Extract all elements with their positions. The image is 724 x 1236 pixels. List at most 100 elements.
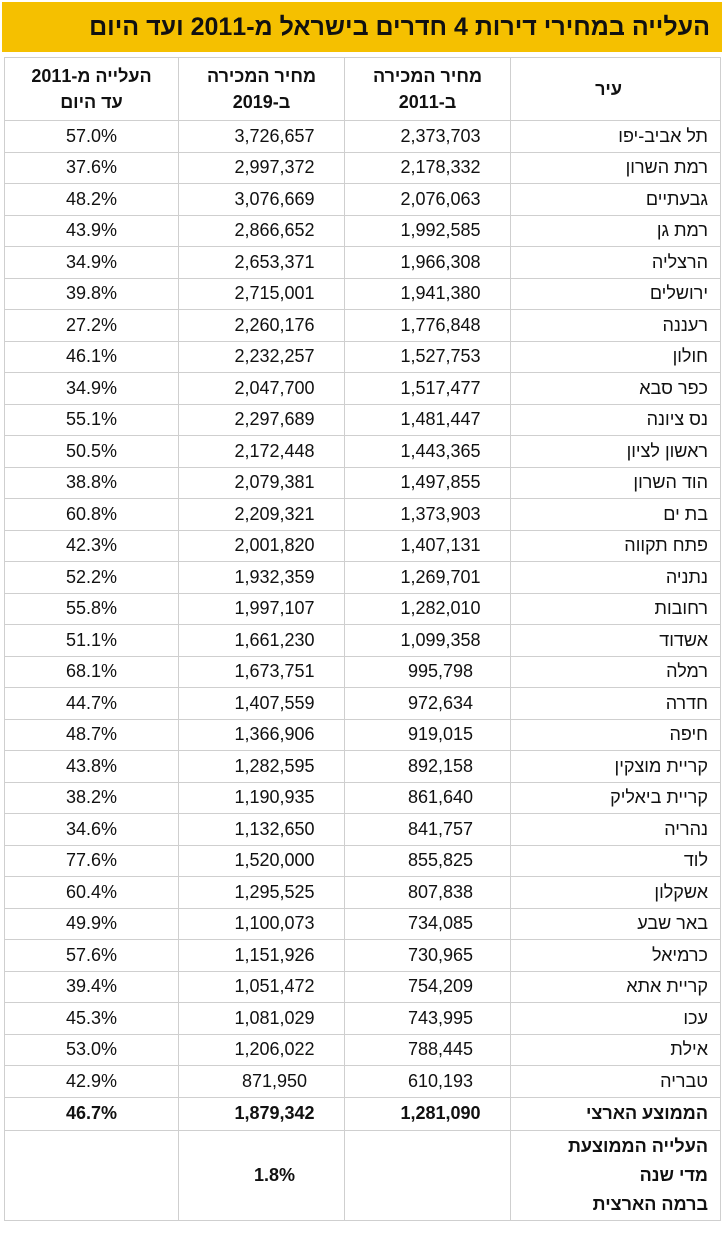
annual-value: 1.8% (178, 1129, 345, 1221)
table-row: טבריה 610,193 871,950 42.9% (4, 1065, 721, 1098)
city-cell: אשדוד (510, 624, 721, 657)
table-row: רחובות 1,282,010 1,997,107 55.8% (4, 592, 721, 625)
value-cell: 1,282,010 (344, 592, 511, 625)
value-cell: 77.6% (4, 844, 179, 877)
value-cell: 1,673,751 (178, 655, 345, 688)
table-row: חולון 1,527,753 2,232,257 46.1% (4, 340, 721, 373)
table-row: רעננה 1,776,848 2,260,176 27.2% (4, 309, 721, 342)
cell-line: ברמה הארצית (592, 1193, 708, 1214)
value-cell: 1,481,447 (344, 403, 511, 436)
value-cell: 1,366,906 (178, 718, 345, 751)
value-cell: 60.8% (4, 498, 179, 531)
value-cell: 52.2% (4, 561, 179, 594)
value-cell: 1,527,753 (344, 340, 511, 373)
value-cell: 1,407,559 (178, 687, 345, 720)
value-cell: 60.4% (4, 876, 179, 909)
table-body: תל אביב-יפו 2,373,703 3,726,657 57.0% רמת הש… (4, 120, 721, 1221)
value-cell: 37.6% (4, 151, 179, 184)
value-cell: 1,407,131 (344, 529, 511, 562)
value-cell: 1,776,848 (344, 309, 511, 342)
value-cell: 48.7% (4, 718, 179, 751)
city-cell: נהריה (510, 813, 721, 846)
value-cell: 972,634 (344, 687, 511, 720)
value-cell: 2,715,001 (178, 277, 345, 310)
value-cell: 42.9% (4, 1065, 179, 1098)
cell-line: עיר (595, 79, 622, 99)
value-cell: 754,209 (344, 970, 511, 1003)
value-cell: 1,941,380 (344, 277, 511, 310)
cell-line: ב-2019 (232, 92, 291, 112)
city-cell: בת ים (510, 498, 721, 531)
value-cell: 1,661,230 (178, 624, 345, 657)
table-row: אשקלון 807,838 1,295,525 60.4% (4, 876, 721, 909)
value-cell: 2,001,820 (178, 529, 345, 562)
empty-cell (4, 1129, 179, 1221)
value-cell: 43.8% (4, 750, 179, 783)
column-header: עיר (510, 57, 721, 121)
city-cell: רמת השרון (510, 151, 721, 184)
value-cell: 1,879,342 (178, 1096, 345, 1131)
table-row: הוד השרון 1,497,855 2,079,381 38.8% (4, 466, 721, 499)
value-cell: 27.2% (4, 309, 179, 342)
table-row: לוד 855,825 1,520,000 77.6% (4, 844, 721, 877)
city-cell: קריית ביאליק (510, 781, 721, 814)
value-cell: 1,282,595 (178, 750, 345, 783)
column-header: מחיר המכירה ב-2019 (178, 57, 345, 121)
table-row: נהריה 841,757 1,132,650 34.6% (4, 813, 721, 846)
table-row: הרצליה 1,966,308 2,653,371 34.9% (4, 246, 721, 279)
value-cell: 2,260,176 (178, 309, 345, 342)
city-cell: ירושלים (510, 277, 721, 310)
value-cell: 49.9% (4, 907, 179, 940)
value-cell: 1,295,525 (178, 876, 345, 909)
table-row: בת ים 1,373,903 2,209,321 60.8% (4, 498, 721, 531)
value-cell: 2,178,332 (344, 151, 511, 184)
city-cell: רמת גן (510, 214, 721, 247)
value-cell: 43.9% (4, 214, 179, 247)
value-cell: 2,866,652 (178, 214, 345, 247)
value-cell: 44.7% (4, 687, 179, 720)
value-cell: 55.8% (4, 592, 179, 625)
column-header: מחיר המכירה ב-2011 (344, 57, 511, 121)
city-cell: טבריה (510, 1065, 721, 1098)
value-cell: 34.9% (4, 372, 179, 405)
city-cell: אילת (510, 1033, 721, 1066)
city-cell: פתח תקווה (510, 529, 721, 562)
value-cell: 2,373,703 (344, 120, 511, 153)
cell-line: העלייה הממוצעת (568, 1135, 708, 1156)
price-table: עיר מחיר המכירה ב-2011 מחיר המכירה ב-2019 העל… (4, 57, 721, 1221)
value-cell: 871,950 (178, 1065, 345, 1098)
city-cell: אשקלון (510, 876, 721, 909)
value-cell: 1,190,935 (178, 781, 345, 814)
value-cell: 38.2% (4, 781, 179, 814)
header-row: עיר מחיר המכירה ב-2011 מחיר המכירה ב-2019 העל… (4, 57, 721, 121)
table-row: תל אביב-יפו 2,373,703 3,726,657 57.0% (4, 120, 721, 153)
value-cell: 1,497,855 (344, 466, 511, 499)
value-cell: 48.2% (4, 183, 179, 216)
city-cell: לוד (510, 844, 721, 877)
city-cell: קריית מוצקין (510, 750, 721, 783)
value-cell: 892,158 (344, 750, 511, 783)
city-cell: ראשון לציון (510, 435, 721, 468)
value-cell: 841,757 (344, 813, 511, 846)
table-row: הממוצע הארצי 1,281,090 1,879,342 46.7% (4, 1096, 721, 1131)
title: העלייה במחירי דירות 4 חדרים בישראל מ-201… (2, 2, 722, 52)
table-row: קריית מוצקין 892,158 1,282,595 43.8% (4, 750, 721, 783)
value-cell: 1,966,308 (344, 246, 511, 279)
value-cell: 34.9% (4, 246, 179, 279)
table-row: כפר סבא 1,517,477 2,047,700 34.9% (4, 372, 721, 405)
city-cell: נתניה (510, 561, 721, 594)
cell-line: עד היום (60, 92, 123, 112)
value-cell: 2,172,448 (178, 435, 345, 468)
table-row: חדרה 972,634 1,407,559 44.7% (4, 687, 721, 720)
value-cell: 1,151,926 (178, 939, 345, 972)
value-cell: 2,232,257 (178, 340, 345, 373)
value-cell: 743,995 (344, 1002, 511, 1035)
value-cell: 39.4% (4, 970, 179, 1003)
table-row: רמת גן 1,992,585 2,866,652 43.9% (4, 214, 721, 247)
value-cell: 1,269,701 (344, 561, 511, 594)
table-row: ירושלים 1,941,380 2,715,001 39.8% (4, 277, 721, 310)
annual-row: העלייה הממוצעת מדי שנה ברמה הארצית 1.8% (4, 1129, 721, 1221)
value-cell: 1,281,090 (344, 1096, 511, 1131)
